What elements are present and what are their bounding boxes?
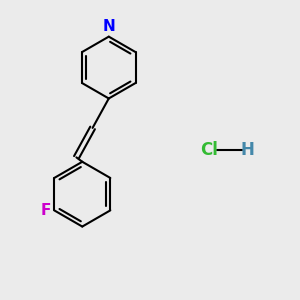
Text: Cl: Cl xyxy=(200,141,218,159)
Text: F: F xyxy=(40,203,51,218)
Text: N: N xyxy=(102,19,115,34)
Text: H: H xyxy=(240,141,254,159)
